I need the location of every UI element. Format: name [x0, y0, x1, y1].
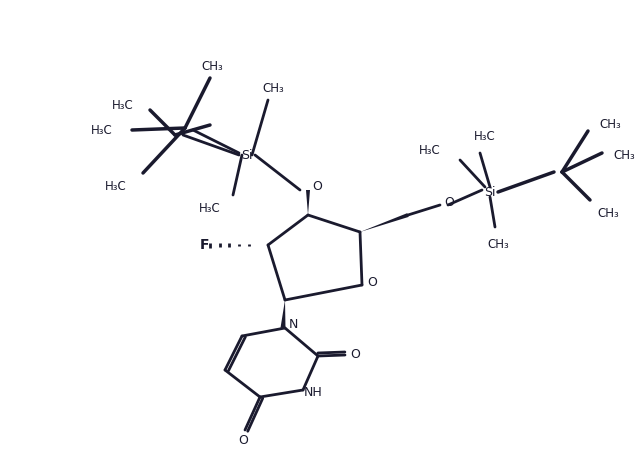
- Text: CH₃: CH₃: [599, 118, 621, 131]
- Text: F: F: [199, 238, 209, 252]
- Text: CH₃: CH₃: [597, 206, 619, 219]
- Polygon shape: [360, 213, 409, 232]
- Text: CH₃: CH₃: [262, 81, 284, 94]
- Polygon shape: [280, 300, 285, 328]
- Text: Si: Si: [241, 149, 253, 162]
- Text: O: O: [350, 348, 360, 361]
- Text: O: O: [367, 276, 377, 290]
- Text: H₃C: H₃C: [419, 143, 441, 157]
- Text: CH₃: CH₃: [613, 149, 635, 162]
- Text: H₃C: H₃C: [199, 202, 221, 214]
- Text: H₃C: H₃C: [91, 124, 113, 136]
- Text: H₃C: H₃C: [474, 130, 496, 142]
- Text: NH: NH: [303, 385, 323, 399]
- Text: O: O: [238, 433, 248, 446]
- Text: H₃C: H₃C: [105, 180, 127, 193]
- Text: O: O: [444, 196, 454, 209]
- Text: O: O: [312, 180, 322, 193]
- Text: N: N: [288, 318, 298, 330]
- Text: H₃C: H₃C: [112, 99, 134, 111]
- Text: CH₃: CH₃: [201, 60, 223, 72]
- Polygon shape: [306, 190, 310, 215]
- Text: CH₃: CH₃: [487, 237, 509, 251]
- Text: Si: Si: [484, 186, 496, 198]
